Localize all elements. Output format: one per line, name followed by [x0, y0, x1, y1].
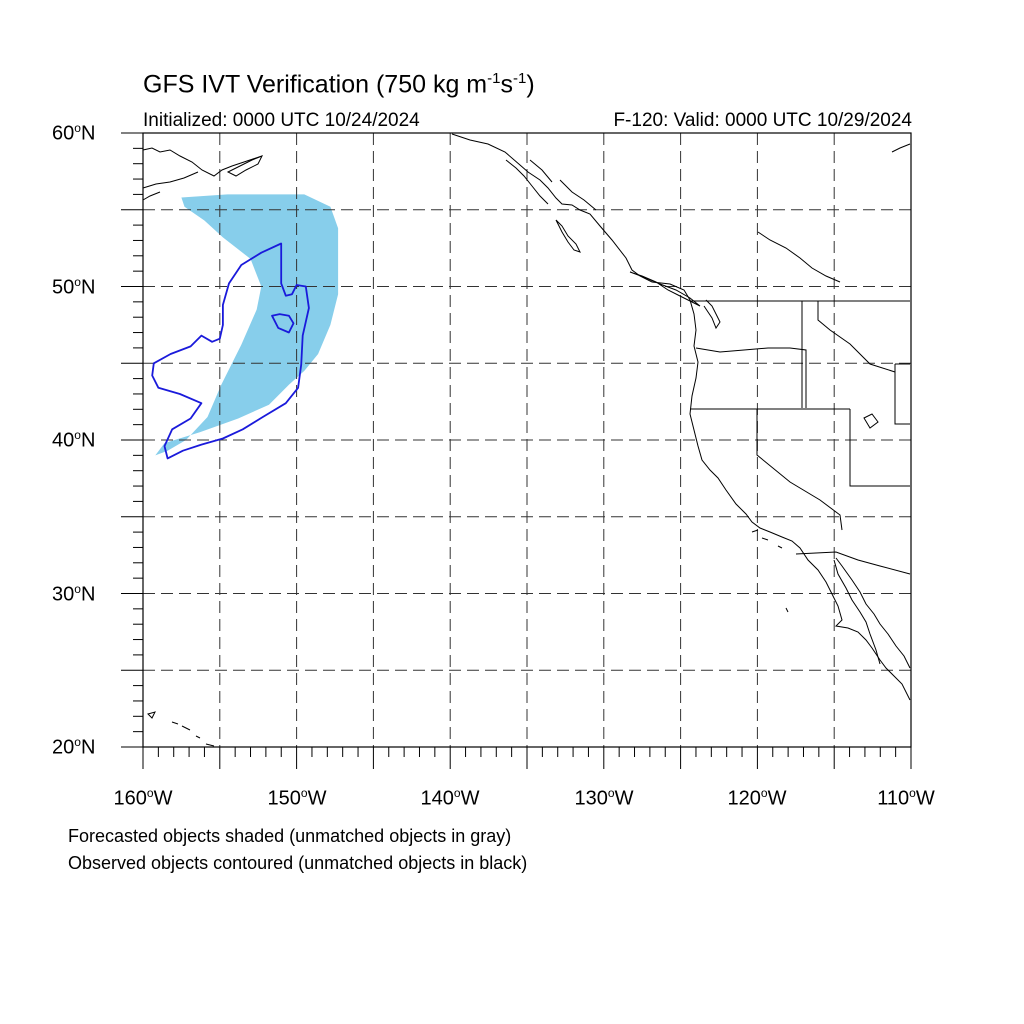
border-ca-nv [756, 409, 843, 531]
border-nv-ut [849, 409, 910, 487]
coastline-vancouver-island [629, 271, 701, 307]
coastline-puget-sound [703, 299, 721, 330]
coastline-west-coast [451, 133, 911, 701]
lon-label-150w: 150oW [267, 786, 327, 810]
lat-label-40: 40oN [52, 428, 96, 452]
lon-label-140w: 140oW [420, 786, 480, 810]
initialized-time: Initialized: 0000 UTC 10/24/2024 [143, 110, 420, 131]
lat-label-20: 20oN [52, 735, 96, 759]
border-wa-or [695, 347, 807, 408]
coastline-channel-islands [751, 529, 789, 613]
observed-object-contour-2 [271, 313, 295, 334]
lon-label-110w: 110oW [877, 786, 935, 810]
valid-time: F-120: Valid: 0000 UTC 10/29/2024 [613, 110, 912, 131]
coastline-gulf-of-california [835, 557, 911, 669]
lon-label-120w: 120oW [727, 786, 787, 810]
coastlines-and-borders [142, 133, 911, 747]
lake-line-canada [757, 231, 841, 283]
border-mexico [795, 551, 911, 575]
chart-title: GFS IVT Verification (750 kg m-1s-1) [143, 70, 535, 99]
lon-label-160w: 160oW [113, 786, 173, 810]
coastline-alaska-panhandle [505, 159, 597, 211]
observed-object-layer [151, 242, 310, 460]
border-id-mt [801, 301, 896, 408]
coastline-hudson-corner [891, 143, 911, 153]
lon-label-130w: 130oW [574, 786, 634, 810]
coastline-haida-gwaii [555, 219, 581, 253]
border-wy [894, 363, 910, 425]
lat-label-60: 60oN [52, 121, 96, 145]
note-observed-objects: Observed objects contoured (unmatched ob… [68, 853, 528, 873]
coastline-baja-east [833, 559, 881, 665]
forecast-object-shaded [155, 194, 339, 456]
forecast-object-layer [155, 194, 339, 456]
coastline-great-salt-lake [863, 413, 879, 429]
lat-label-30: 30oN [52, 582, 96, 606]
axis-ticks [121, 132, 912, 769]
observed-object-contour-1 [151, 242, 310, 460]
coastline-alaska-peninsula [142, 147, 263, 201]
note-forecast-objects: Forecasted objects shaded (unmatched obj… [68, 826, 512, 846]
coastline-kodiak [226, 155, 264, 177]
lat-label-50: 50oN [52, 275, 96, 299]
coastline-hawaii [147, 711, 215, 747]
